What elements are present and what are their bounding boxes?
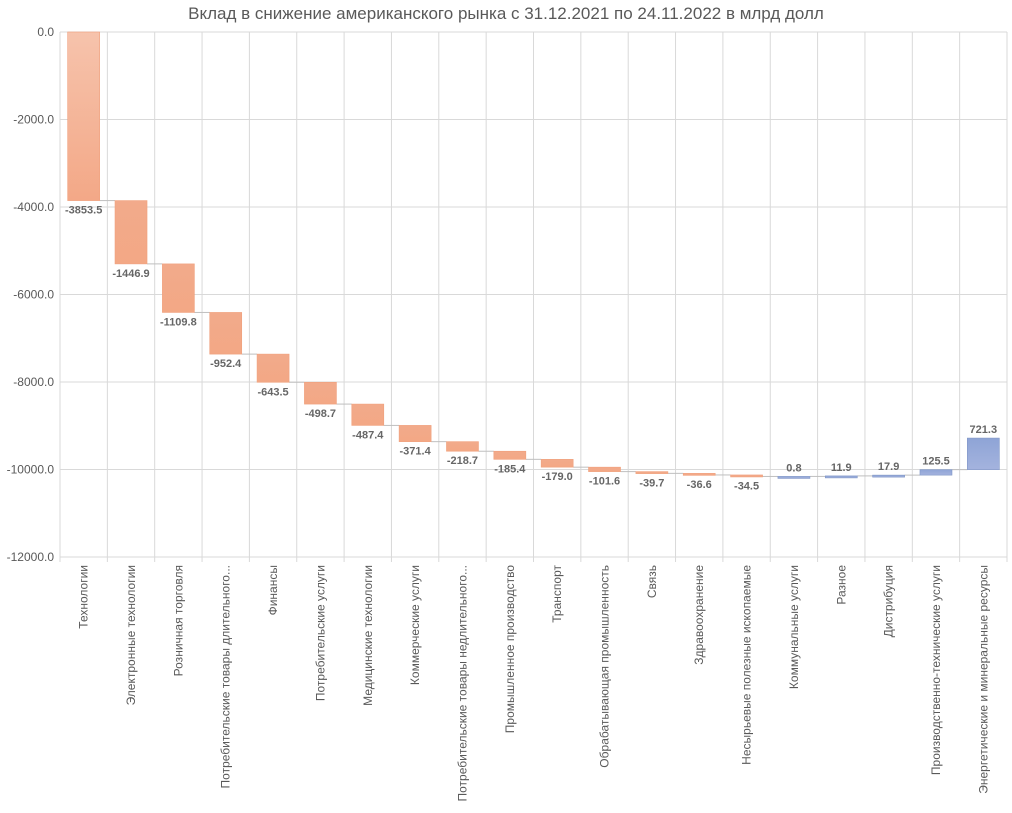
chart-title: Вклад в снижение американского рынка с 3… bbox=[188, 4, 824, 23]
bar bbox=[351, 403, 385, 426]
label-layer: -3853.5 -1446.9 -1109.8 -952.4 -643.5 -498.7 -… bbox=[65, 205, 997, 493]
y-tick-label: -4000.0 bbox=[13, 200, 54, 214]
x-tick-label: Коммунальные услуги bbox=[787, 565, 801, 689]
x-tick-label: Электронные технологии bbox=[124, 565, 138, 705]
x-tick-label: Дистрибуция bbox=[882, 565, 896, 637]
x-tick-label: Промышленное производство bbox=[503, 565, 517, 734]
data-label: -179.0 bbox=[542, 471, 573, 483]
bar bbox=[682, 473, 716, 476]
bar bbox=[446, 441, 479, 452]
x-tick-label: Медицинские технологии bbox=[361, 565, 375, 706]
data-label: -3853.5 bbox=[65, 205, 102, 217]
data-label: -1109.8 bbox=[160, 316, 197, 328]
bar bbox=[209, 312, 243, 355]
data-label: -36.6 bbox=[687, 479, 712, 491]
x-tick-label: Связь bbox=[645, 565, 659, 598]
bar bbox=[635, 471, 669, 474]
bar bbox=[919, 469, 953, 476]
data-label: 0.8 bbox=[786, 462, 801, 474]
x-tick-label: Потребительские товары длительного... bbox=[219, 565, 233, 788]
x-tick-label: Разное bbox=[834, 565, 848, 605]
axis-layer: 0.0 -2000.0 -4000.0 -6000.0 -8000.0 -10000.0 -… bbox=[7, 25, 991, 801]
x-tick-label: Транспорт bbox=[550, 565, 564, 623]
grid-layer bbox=[59, 31, 1008, 562]
data-label: -101.6 bbox=[589, 476, 620, 488]
data-label: -498.7 bbox=[305, 408, 336, 420]
connector-layer bbox=[99, 200, 968, 477]
data-label: -952.4 bbox=[210, 358, 242, 370]
bar bbox=[730, 474, 763, 478]
y-tick-label: -10000.0 bbox=[7, 463, 55, 477]
bar bbox=[256, 353, 290, 383]
bar bbox=[67, 31, 100, 201]
data-label: -185.4 bbox=[494, 463, 526, 475]
x-tick-label: Несырьевые полезные ископаемые bbox=[740, 565, 754, 765]
y-tick-label: -12000.0 bbox=[7, 550, 55, 564]
bar bbox=[304, 381, 337, 405]
x-tick-label: Технологии bbox=[77, 565, 91, 629]
data-label: -1446.9 bbox=[112, 268, 149, 280]
x-tick-label: Потребительские услуги bbox=[313, 565, 327, 701]
data-label: -643.5 bbox=[257, 386, 288, 398]
bar bbox=[588, 466, 621, 472]
x-tick-label: Здравоохранение bbox=[692, 565, 706, 665]
data-label: 721.3 bbox=[970, 424, 998, 436]
x-tick-label: Финансы bbox=[266, 565, 280, 615]
x-tick-label: Розничная торговля bbox=[171, 565, 185, 676]
data-label: -487.4 bbox=[352, 429, 384, 441]
data-label: -371.4 bbox=[400, 446, 432, 458]
bar bbox=[493, 450, 527, 460]
bar bbox=[777, 476, 811, 479]
data-label: 11.9 bbox=[831, 462, 852, 474]
bar bbox=[872, 474, 905, 478]
data-label: 125.5 bbox=[922, 456, 950, 468]
data-label: -218.7 bbox=[447, 455, 478, 467]
bar bbox=[824, 475, 858, 479]
data-label: 17.9 bbox=[878, 461, 899, 473]
x-tick-label: Энергетические и минеральные ресурсы bbox=[976, 565, 990, 794]
x-tick-label: Коммерческие услуги bbox=[408, 565, 422, 685]
y-tick-label: 0.0 bbox=[37, 25, 54, 39]
x-tick-label: Производственно-технические услуги bbox=[929, 565, 943, 775]
y-tick-label: -2000.0 bbox=[13, 113, 54, 127]
bar bbox=[398, 425, 432, 442]
y-tick-label: -6000.0 bbox=[13, 288, 54, 302]
bar bbox=[540, 459, 574, 468]
bar bbox=[162, 263, 195, 313]
data-label: -34.5 bbox=[734, 480, 759, 492]
x-tick-label: Обрабатывающая промышленность bbox=[598, 565, 612, 768]
x-tick-label: Потребительские товары недлительного... bbox=[455, 565, 469, 801]
data-label: -39.7 bbox=[639, 477, 664, 489]
bar bbox=[967, 437, 1000, 470]
bar bbox=[114, 200, 148, 265]
bar-layer bbox=[67, 31, 1000, 479]
y-tick-label: -8000.0 bbox=[13, 375, 54, 389]
